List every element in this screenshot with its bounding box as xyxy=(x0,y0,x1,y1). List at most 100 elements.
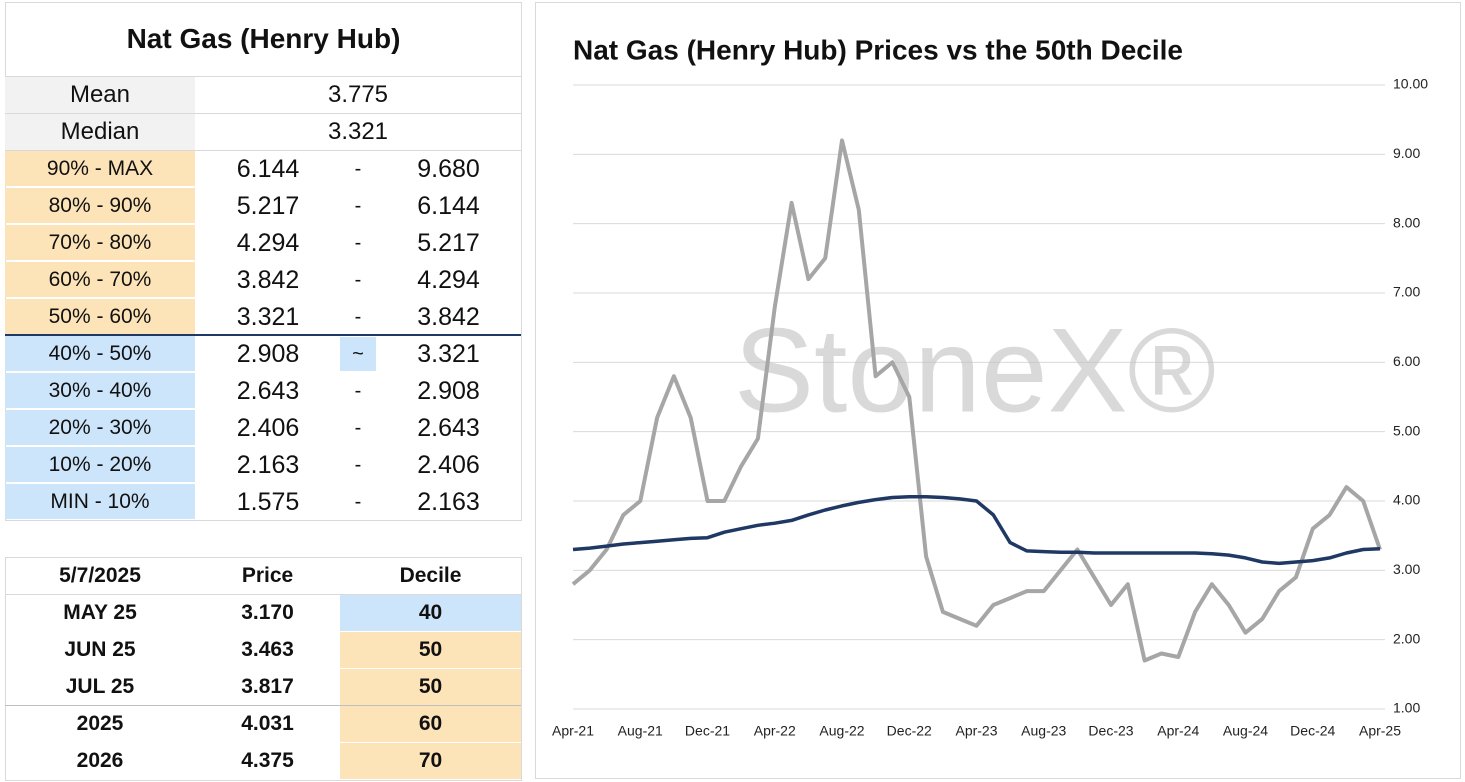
row-divider xyxy=(5,150,521,151)
row-price: 4.031 xyxy=(241,712,294,735)
decile-low: 2.406 xyxy=(236,413,300,442)
decile-label: 50% - 60% xyxy=(5,299,195,334)
y-tick-label: 8.00 xyxy=(1393,214,1420,230)
decile-low: 1.575 xyxy=(236,487,300,516)
x-tick-label: Dec-24 xyxy=(1290,723,1335,739)
x-tick-label: Apr-25 xyxy=(1359,723,1401,739)
x-tick-label: Aug-21 xyxy=(618,723,663,739)
y-tick-label: 3.00 xyxy=(1393,561,1420,577)
decile-low: 3.842 xyxy=(236,265,300,294)
decile-high: 2.163 xyxy=(417,487,480,516)
decile-label: 80% - 90% xyxy=(5,188,195,223)
summary-panel xyxy=(5,2,522,521)
decile-sep: - xyxy=(354,157,362,180)
decile-sep: - xyxy=(354,268,362,291)
y-tick-label: 10.00 xyxy=(1393,76,1428,92)
decile-label: 40% - 50% xyxy=(5,336,195,371)
decile-sep: - xyxy=(354,231,362,254)
decile-label: 30% - 40% xyxy=(5,373,195,408)
row-decile: 70 xyxy=(340,743,521,779)
decile-label: 10% - 20% xyxy=(5,447,195,482)
row-divider xyxy=(5,705,521,706)
x-tick-label: Aug-24 xyxy=(1223,723,1268,739)
row-decile: 50 xyxy=(340,669,521,705)
row-label: JUL 25 xyxy=(65,675,135,698)
decile-sep: - xyxy=(354,416,362,439)
chart-title: Nat Gas (Henry Hub) Prices vs the 50th D… xyxy=(573,34,1183,65)
decile-low: 2.163 xyxy=(236,450,300,479)
row-label: 2025 xyxy=(76,712,124,735)
watermark: StoneX® xyxy=(734,304,1216,438)
decile-high: 2.908 xyxy=(417,376,480,405)
decile-high: 6.144 xyxy=(417,191,480,220)
row-label: MAY 25 xyxy=(63,601,137,624)
stat-label: Mean xyxy=(5,77,195,113)
decile-label: 70% - 80% xyxy=(5,225,195,260)
row-divider xyxy=(5,113,521,114)
decile-label: 60% - 70% xyxy=(5,262,195,297)
decile-low: 4.294 xyxy=(236,228,300,257)
stat-value: 3.775 xyxy=(327,81,389,108)
decile-high: 9.680 xyxy=(417,154,480,183)
row-divider xyxy=(5,76,521,77)
row-label: 2026 xyxy=(76,749,124,772)
row-decile: 40 xyxy=(340,595,521,631)
decile-sep: - xyxy=(354,453,362,476)
x-tick-label: Apr-24 xyxy=(1157,723,1199,739)
row-price: 3.817 xyxy=(241,675,294,698)
row-decile: 60 xyxy=(340,706,521,742)
decile-high: 2.406 xyxy=(417,450,480,479)
chart-panel xyxy=(535,2,1461,779)
decile-high: 2.643 xyxy=(417,413,480,442)
row-decile: 50 xyxy=(340,632,521,668)
row-price: 4.375 xyxy=(241,749,294,772)
decile-high: 5.217 xyxy=(417,228,480,257)
decile-sep: ~ xyxy=(340,337,376,371)
decile-low: 2.908 xyxy=(236,339,300,368)
row-price: 3.170 xyxy=(241,601,294,624)
x-tick-label: Apr-22 xyxy=(754,723,796,739)
decile-label: 90% - MAX xyxy=(5,151,195,186)
table-panel xyxy=(5,557,522,781)
table-header: Decile xyxy=(399,563,462,587)
x-tick-label: Dec-23 xyxy=(1088,723,1133,739)
decile-high: 4.294 xyxy=(417,265,480,294)
decile-high: 3.842 xyxy=(417,302,480,331)
decile-label: 20% - 30% xyxy=(5,410,195,445)
y-tick-label: 1.00 xyxy=(1393,700,1420,716)
x-tick-label: Apr-21 xyxy=(552,723,594,739)
decile-sep: - xyxy=(354,490,362,513)
decile-sep: - xyxy=(354,379,362,402)
x-tick-label: Aug-23 xyxy=(1021,723,1066,739)
decile-low: 2.643 xyxy=(236,376,300,405)
y-tick-label: 7.00 xyxy=(1393,284,1420,300)
x-tick-label: Dec-21 xyxy=(685,723,730,739)
x-tick-label: Aug-22 xyxy=(819,723,864,739)
y-tick-label: 4.00 xyxy=(1393,492,1420,508)
x-tick-label: Dec-22 xyxy=(887,723,932,739)
y-tick-label: 5.00 xyxy=(1393,422,1420,438)
x-tick-label: Apr-23 xyxy=(955,723,997,739)
decile-low: 6.144 xyxy=(236,154,300,183)
decile-low: 3.321 xyxy=(236,302,300,331)
stat-value: 3.321 xyxy=(327,118,389,145)
row-divider xyxy=(5,334,521,336)
table-header: 5/7/2025 xyxy=(59,563,141,587)
summary-title: Nat Gas (Henry Hub) xyxy=(126,23,401,54)
decile-sep: - xyxy=(354,194,362,217)
decile-low: 5.217 xyxy=(236,191,300,220)
y-tick-label: 6.00 xyxy=(1393,353,1420,369)
y-tick-label: 9.00 xyxy=(1393,145,1420,161)
series-line xyxy=(571,138,1382,663)
y-tick-label: 2.00 xyxy=(1393,630,1420,646)
row-divider xyxy=(5,594,521,595)
series-line xyxy=(572,495,1381,566)
decile-sep: - xyxy=(354,305,362,328)
row-price: 3.463 xyxy=(241,638,294,661)
table-header: Price xyxy=(241,563,294,587)
stat-label: Median xyxy=(5,114,195,150)
decile-label: MIN - 10% xyxy=(5,484,195,519)
row-label: JUN 25 xyxy=(64,638,136,661)
